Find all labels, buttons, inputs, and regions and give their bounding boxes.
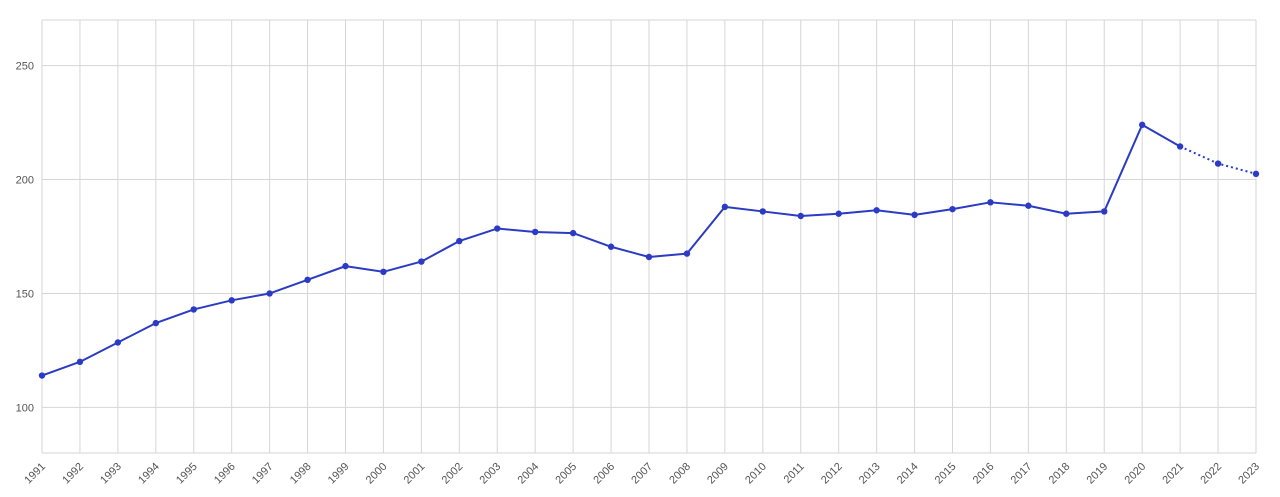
x-tick-label: 2022: [1198, 461, 1224, 487]
x-tick-label: 2019: [1085, 461, 1111, 487]
x-tick-label: 2017: [1009, 461, 1035, 487]
data-point[interactable]: [342, 262, 349, 270]
x-tick-label: 1996: [212, 461, 238, 487]
data-point[interactable]: [645, 253, 653, 261]
x-tick-label: 2007: [629, 461, 655, 487]
data-point[interactable]: [835, 210, 842, 217]
data-point[interactable]: [1138, 121, 1146, 129]
x-tick-label: 2001: [402, 461, 428, 487]
y-tick-label: 250: [16, 61, 34, 73]
x-tick-label: 2008: [667, 461, 693, 487]
x-tick-label: 1993: [98, 461, 124, 487]
y-axis-ticks: 100 150 200 250: [16, 61, 34, 415]
data-point[interactable]: [228, 297, 235, 304]
x-tick-label: 2002: [440, 461, 466, 487]
data-point[interactable]: [1214, 160, 1222, 167]
data-point[interactable]: [1101, 208, 1108, 215]
data-point[interactable]: [304, 276, 311, 283]
data-point[interactable]: [1252, 170, 1260, 178]
data-point[interactable]: [759, 208, 767, 215]
data-point[interactable]: [569, 229, 577, 237]
x-tick-label: 2010: [743, 461, 769, 487]
data-point[interactable]: [531, 228, 539, 236]
x-tick-label: 2023: [1236, 461, 1262, 487]
y-tick-label: 200: [16, 175, 34, 187]
x-tick-label: 2012: [819, 461, 845, 487]
x-tick-label: 1997: [250, 461, 276, 487]
x-axis-ticks: 1991 1992 1993 1994 1995 1996 1997 1998 1999 2000…: [22, 461, 1262, 487]
data-point[interactable]: [683, 250, 691, 257]
data-points: [38, 121, 1260, 379]
x-tick-label: 1992: [60, 461, 86, 487]
x-tick-label: 2005: [553, 461, 579, 487]
data-point[interactable]: [987, 199, 994, 206]
x-tick-label: 2021: [1160, 461, 1186, 487]
x-tick-label: 2013: [857, 461, 883, 487]
data-point[interactable]: [1025, 202, 1032, 209]
y-tick-label: 150: [16, 288, 34, 300]
x-tick-label: 1994: [136, 461, 162, 487]
data-point[interactable]: [494, 225, 501, 232]
x-tick-label: 2014: [895, 461, 921, 487]
data-point[interactable]: [418, 258, 425, 265]
x-tick-label: 2016: [971, 461, 997, 487]
data-point[interactable]: [190, 306, 197, 313]
data-point[interactable]: [456, 237, 463, 245]
x-tick-label: 1998: [288, 461, 314, 487]
data-point[interactable]: [607, 243, 615, 250]
data-point[interactable]: [1176, 143, 1184, 150]
x-tick-label: 2020: [1123, 461, 1149, 487]
data-point[interactable]: [38, 372, 46, 379]
data-point[interactable]: [76, 358, 84, 366]
data-point[interactable]: [1063, 210, 1070, 217]
x-tick-label: 1999: [326, 461, 352, 487]
data-point[interactable]: [721, 203, 729, 211]
x-tick-label: 2003: [478, 461, 504, 487]
data-point[interactable]: [114, 339, 122, 346]
x-tick-label: 2011: [782, 461, 807, 486]
grid: [41, 19, 1257, 454]
x-tick-label: 2015: [933, 461, 959, 487]
data-point[interactable]: [797, 212, 804, 220]
y-tick-label: 100: [16, 402, 34, 414]
x-tick-label: 2000: [364, 461, 390, 487]
data-point[interactable]: [949, 205, 956, 213]
x-tick-label: 2004: [516, 461, 542, 487]
x-tick-label: 1991: [22, 461, 48, 487]
x-tick-label: 1995: [174, 461, 200, 487]
x-tick-label: 2018: [1047, 461, 1073, 487]
x-tick-label: 2009: [705, 461, 731, 487]
data-point[interactable]: [911, 211, 918, 219]
data-point[interactable]: [873, 207, 880, 214]
data-point[interactable]: [380, 268, 387, 276]
x-tick-label: 2006: [591, 461, 617, 487]
data-point[interactable]: [266, 290, 273, 297]
data-point[interactable]: [152, 319, 160, 327]
